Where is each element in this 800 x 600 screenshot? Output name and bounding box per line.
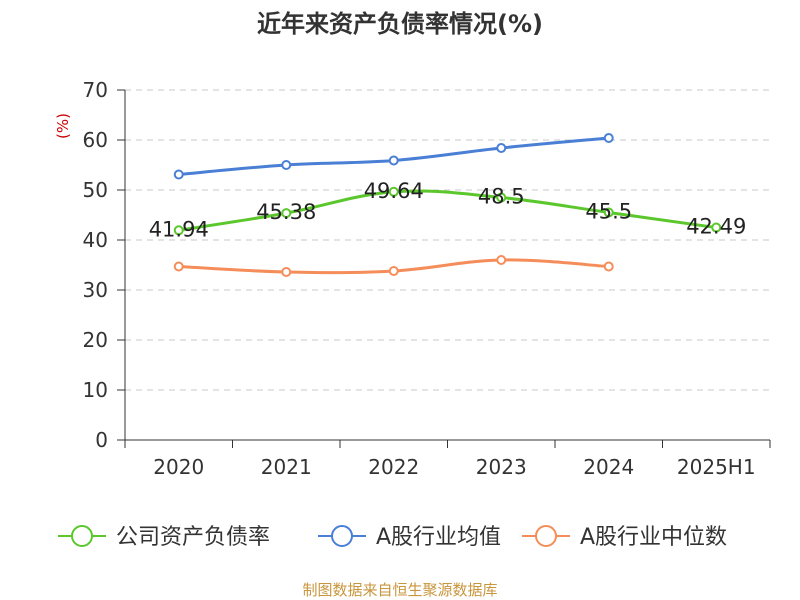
legend: 公司资产负债率 A股行业均值 A股行业中位数 (58, 525, 727, 550)
legend-item-0: 公司资产负债率 (58, 525, 270, 550)
gridlines (125, 89, 770, 391)
data-point (281, 208, 292, 219)
y-tick-label: 70 (83, 78, 108, 102)
data-point (388, 266, 399, 276)
data-label: 49.64 (364, 179, 424, 203)
x-tick-label: 2020 (153, 455, 204, 479)
data-point (603, 261, 614, 272)
y-tick-label: 0 (95, 428, 108, 452)
data-point (281, 267, 292, 277)
x-tick-label: 2025H1 (677, 455, 756, 479)
data-point (388, 155, 399, 166)
legend-marker (71, 525, 93, 547)
y-tick-label: 50 (83, 178, 108, 202)
data-point (173, 225, 184, 236)
y-tick-label: 30 (83, 278, 108, 302)
y-tick-labels: 0 10 20 30 40 50 60 70 (83, 78, 108, 452)
x-tick-label: 2022 (368, 455, 419, 479)
source-note: 制图数据来自恒生聚源数据库 (302, 581, 497, 599)
series-line (178, 189, 717, 232)
y-tick-label: 20 (83, 328, 108, 352)
legend-item-2: A股行业中位数 (522, 525, 727, 550)
data-label: 45.5 (585, 200, 632, 224)
x-tick-label: 2024 (583, 455, 634, 479)
series-lines (173, 133, 722, 277)
legend-marker (535, 525, 557, 547)
x-tick-labels: 2020 2021 2022 2023 2024 2025H1 (153, 455, 755, 479)
data-point (173, 169, 184, 180)
legend-marker (331, 525, 353, 547)
data-point (281, 160, 292, 170)
series-0 (173, 186, 722, 236)
data-point (603, 207, 614, 218)
data-point (496, 255, 507, 265)
data-label: 42.49 (686, 215, 746, 239)
axes (117, 89, 771, 448)
x-tick-label: 2023 (476, 455, 527, 479)
chart-title: 近年来资产负债率情况(%) (257, 10, 543, 38)
y-tick-label: 10 (83, 378, 108, 402)
data-labels: 41.94 45.38 49.64 48.5 45.5 42.49 (149, 179, 747, 242)
series-1 (173, 133, 614, 180)
data-label: 45.38 (256, 200, 316, 224)
data-point (711, 222, 722, 233)
y-tick-label: 60 (83, 128, 108, 152)
x-tick-label: 2021 (261, 455, 312, 479)
legend-label: A股行业均值 (376, 525, 501, 550)
data-point (388, 186, 399, 197)
data-point (496, 143, 507, 153)
legend-label: A股行业中位数 (580, 525, 727, 550)
y-axis-unit: (%) (54, 113, 72, 139)
data-label: 41.94 (149, 217, 209, 241)
series-2 (173, 255, 614, 277)
data-point (173, 261, 184, 272)
legend-label: 公司资产负债率 (116, 525, 270, 550)
data-point (496, 192, 507, 203)
y-tick-label: 40 (83, 228, 108, 252)
data-point (603, 133, 614, 143)
legend-item-1: A股行业均值 (318, 525, 501, 550)
data-label: 48.5 (478, 185, 525, 209)
